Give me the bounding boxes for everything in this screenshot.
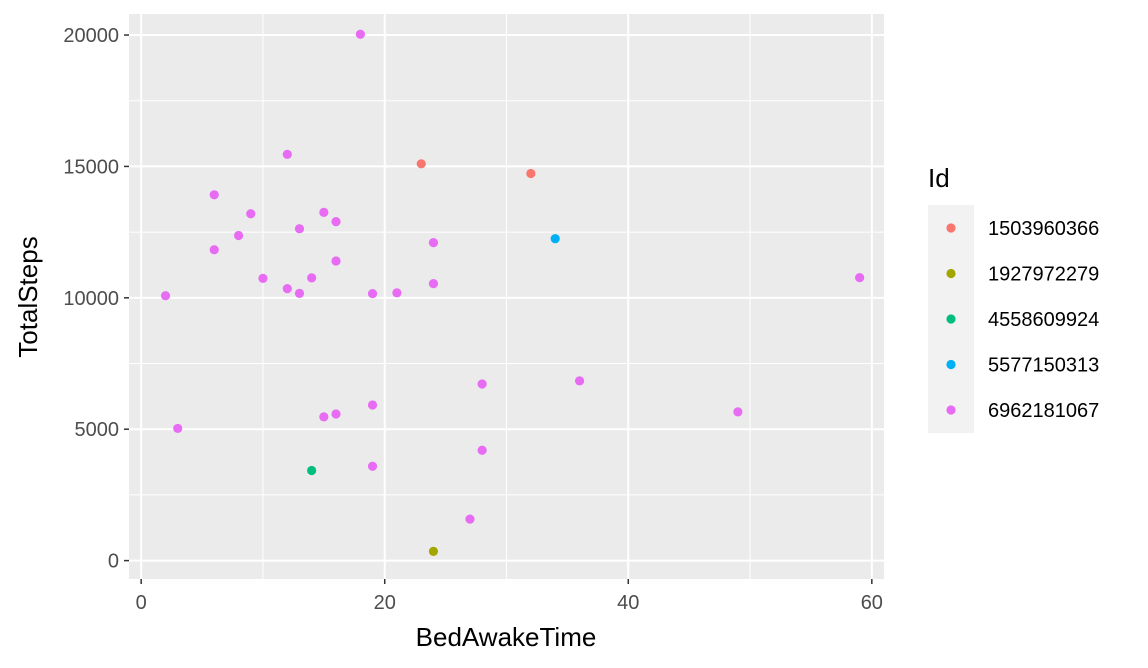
legend-label: 1927972279 (988, 264, 1099, 286)
data-point (331, 256, 341, 266)
data-point (428, 238, 439, 248)
data-point (209, 245, 219, 255)
data-point (526, 168, 536, 179)
y-tick-label: 10000 (63, 288, 119, 310)
data-point (477, 379, 487, 389)
data-point (319, 412, 329, 422)
y-tick-label: 15000 (63, 156, 119, 178)
x-tick-label: 20 (374, 592, 396, 614)
x-tick-label: 40 (617, 592, 639, 614)
legend-label: 1503960366 (988, 218, 1099, 240)
data-point (282, 284, 292, 294)
data-point (733, 407, 743, 417)
data-point (319, 207, 329, 218)
minor-gridlines (129, 14, 884, 579)
data-point (160, 291, 171, 301)
data-points (160, 29, 865, 557)
legend-label: 5577150313 (988, 355, 1099, 377)
legend-key (946, 223, 956, 233)
data-point (367, 461, 378, 471)
data-point (367, 400, 378, 410)
legend: Id 1503960366 1927972279 4558609924 5577150… (928, 163, 1099, 433)
x-axis: 0 20 40 60 (136, 579, 883, 614)
data-point (331, 217, 341, 227)
y-tick-label: 20000 (63, 25, 119, 47)
x-tick-label: 0 (136, 592, 147, 614)
major-gridlines (129, 14, 884, 579)
data-point (477, 445, 487, 455)
data-point (173, 423, 183, 434)
legend-key (946, 359, 956, 370)
legend-key (946, 268, 956, 279)
data-point (294, 288, 305, 298)
data-point (307, 273, 317, 283)
legend-label: 6962181067 (988, 400, 1099, 422)
legend-key (946, 405, 956, 415)
y-tick-label: 5000 (75, 419, 120, 441)
legend-label: 4558609924 (988, 309, 1099, 331)
data-point (416, 159, 426, 169)
data-point (428, 546, 439, 557)
data-point (307, 465, 317, 476)
y-axis: 0 5000 10000 15000 20000 (63, 25, 129, 573)
x-tick-label: 60 (861, 592, 883, 614)
legend-title: Id (928, 163, 950, 193)
data-point (428, 279, 439, 289)
data-point (574, 376, 585, 386)
data-point (282, 149, 292, 159)
data-point (392, 288, 402, 298)
x-axis-title: BedAwakeTime (416, 622, 597, 652)
data-point (233, 230, 244, 241)
data-point (258, 273, 268, 283)
data-point (331, 409, 341, 419)
data-point (355, 29, 365, 39)
data-point (465, 514, 475, 524)
legend-key (946, 314, 956, 324)
data-point (367, 289, 378, 299)
data-point (550, 234, 560, 244)
data-point (855, 272, 865, 283)
y-tick-label: 0 (108, 551, 119, 573)
y-axis-title: TotalSteps (13, 236, 43, 357)
data-point (246, 209, 256, 219)
data-point (209, 190, 219, 200)
data-point (294, 224, 305, 234)
